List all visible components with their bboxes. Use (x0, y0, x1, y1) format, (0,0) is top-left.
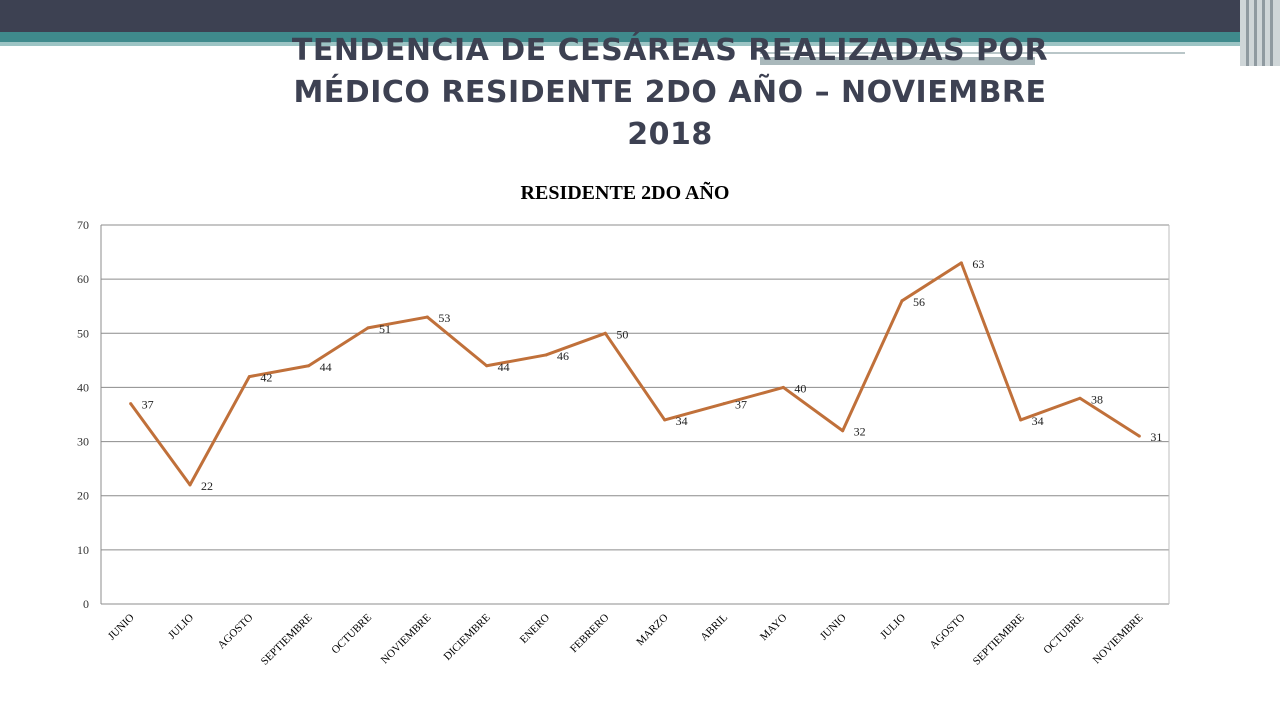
data-point (959, 261, 963, 265)
x-tick-label: ABRIL (698, 611, 730, 643)
header-bar (0, 0, 1280, 34)
y-tick-label: 20 (77, 489, 89, 503)
data-point (603, 331, 607, 335)
data-point (544, 353, 548, 357)
data-label: 42 (260, 371, 272, 385)
data-label: 56 (913, 295, 925, 309)
x-tick-label: JULIO (166, 612, 196, 642)
corner-stripes (1240, 0, 1280, 66)
data-point (663, 418, 667, 422)
data-label: 51 (379, 322, 391, 336)
data-point (722, 402, 726, 406)
y-tick-label: 60 (77, 272, 89, 286)
data-point (307, 364, 311, 368)
title-underline-bar (760, 57, 1035, 65)
data-point (188, 483, 192, 487)
chart-title: RESIDENTE 2DO AÑO (520, 182, 730, 204)
data-label: 37 (142, 398, 154, 412)
data-label: 46 (557, 349, 569, 363)
data-label: 40 (794, 381, 806, 395)
y-tick-label: 40 (77, 380, 89, 394)
data-point (781, 385, 785, 389)
x-tick-label: OCTUBRE (329, 611, 374, 656)
x-axis-categories: JUNIO JULIO AGOSTO SEPTIEMBRE OCTUBRE NOVIEMB… (106, 611, 1146, 667)
chart-series (129, 261, 1141, 487)
data-point (425, 315, 429, 319)
data-label: 22 (201, 479, 213, 493)
y-axis-ticks: 0 10 20 30 40 50 60 70 (77, 218, 89, 611)
x-tick-label: ENERO (518, 612, 552, 646)
x-tick-label: AGOSTO (928, 612, 968, 652)
x-tick-label: JUNIO (106, 612, 137, 643)
accent-band (0, 32, 1240, 44)
x-tick-label: NOVIEMBRE (379, 611, 434, 666)
data-label: 44 (320, 360, 332, 374)
data-labels: 37 22 42 44 51 53 44 46 50 34 37 40 32 56 63 34 38 31 (142, 257, 1163, 493)
x-tick-label: MAYO (758, 612, 790, 644)
x-tick-label: AGOSTO (216, 612, 256, 652)
accent-band-light (0, 42, 1240, 46)
x-tick-label: NOVIEMBRE (1091, 611, 1146, 666)
data-label: 31 (1150, 430, 1162, 444)
x-tick-label: JULIO (878, 612, 908, 642)
data-point (841, 429, 845, 433)
data-point (900, 299, 904, 303)
x-tick-label: SEPTIEMBRE (971, 611, 1027, 667)
x-tick-label: JUNIO (818, 612, 849, 643)
series-line (129, 261, 1141, 487)
y-tick-label: 30 (77, 435, 89, 449)
data-label: 32 (854, 425, 866, 439)
data-label: 34 (676, 414, 688, 428)
data-label: 37 (735, 398, 747, 412)
y-tick-label: 70 (77, 218, 89, 232)
data-label: 50 (616, 327, 628, 341)
data-label: 44 (498, 360, 510, 374)
data-point (1137, 434, 1141, 438)
y-tick-label: 10 (77, 543, 89, 557)
data-point (485, 364, 489, 368)
data-point (247, 375, 251, 379)
x-tick-label: DICIEMBRE (442, 611, 493, 662)
data-label: 63 (972, 257, 984, 271)
data-label: 34 (1032, 414, 1044, 428)
data-point (1078, 396, 1082, 400)
data-label: 53 (438, 311, 450, 325)
y-tick-label: 0 (83, 597, 89, 611)
x-tick-label: MARZO (634, 612, 671, 649)
title-underline (760, 52, 1185, 54)
x-tick-label: SEPTIEMBRE (259, 611, 315, 667)
data-point (366, 326, 370, 330)
x-tick-label: OCTUBRE (1041, 611, 1086, 656)
slide-title: TENDENCIA DE CESÁREAS REALIZADAS POR MÉD… (291, 33, 1049, 152)
chart-grid (100, 224, 1170, 605)
y-tick-label: 50 (77, 326, 89, 340)
x-tick-label: FEBRERO (568, 612, 612, 656)
data-point (1019, 418, 1023, 422)
data-point (129, 402, 133, 406)
data-label: 38 (1091, 392, 1103, 406)
